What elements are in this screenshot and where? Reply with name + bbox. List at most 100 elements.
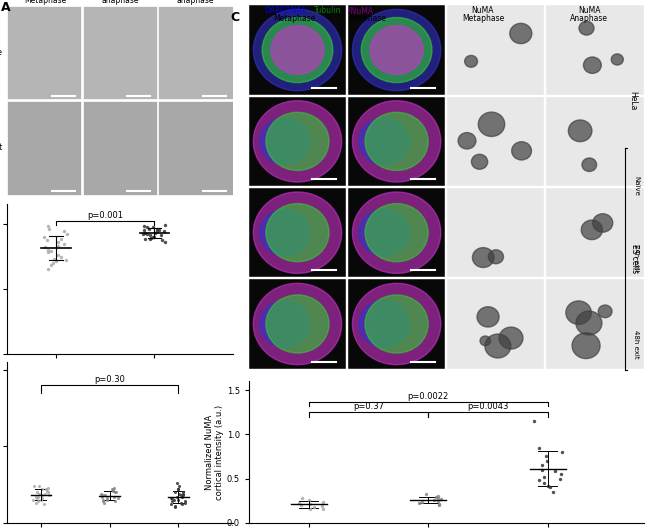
Y-axis label: Normalized NuMA
cortical intensity (a.u.): Normalized NuMA cortical intensity (a.u.… xyxy=(205,404,224,499)
Point xyxy=(58,227,69,235)
Point xyxy=(417,497,427,506)
Point xyxy=(149,232,159,241)
Circle shape xyxy=(359,210,410,256)
Point xyxy=(542,457,552,465)
Point xyxy=(305,505,315,514)
Point xyxy=(46,247,56,255)
Text: Anaphase: Anaphase xyxy=(571,14,608,23)
Circle shape xyxy=(254,101,342,182)
Point xyxy=(32,493,43,501)
Point xyxy=(318,504,328,513)
Point xyxy=(547,487,558,496)
Point xyxy=(101,496,112,504)
Circle shape xyxy=(266,112,329,171)
Circle shape xyxy=(254,10,342,91)
Point xyxy=(166,497,177,506)
Text: p=0.0022: p=0.0022 xyxy=(408,392,449,401)
Point xyxy=(42,236,53,244)
Text: NuMA: NuMA xyxy=(472,6,494,15)
Circle shape xyxy=(611,54,623,65)
Point xyxy=(112,494,123,503)
Point xyxy=(43,265,53,274)
Point xyxy=(170,503,181,512)
Circle shape xyxy=(477,307,499,327)
Point xyxy=(138,226,149,234)
Point xyxy=(32,494,42,503)
Point xyxy=(304,495,315,504)
Point xyxy=(51,257,62,266)
Circle shape xyxy=(365,295,428,353)
Point xyxy=(53,241,64,250)
Circle shape xyxy=(582,158,597,172)
Point xyxy=(177,491,188,499)
Text: Naïve: Naïve xyxy=(0,49,3,58)
Text: p=0.37: p=0.37 xyxy=(353,402,384,411)
Point xyxy=(433,496,443,505)
Point xyxy=(174,485,184,493)
Point xyxy=(151,227,162,235)
Point xyxy=(142,223,152,232)
Circle shape xyxy=(510,23,532,44)
Circle shape xyxy=(480,336,491,346)
Point xyxy=(160,221,170,229)
Point xyxy=(156,231,166,240)
Circle shape xyxy=(352,192,441,274)
Point xyxy=(556,470,567,478)
Point xyxy=(176,498,186,507)
Point xyxy=(539,479,549,487)
Point xyxy=(62,230,72,238)
Point xyxy=(169,496,179,504)
Point xyxy=(140,229,150,237)
Text: 10 min after
anaphase: 10 min after anaphase xyxy=(96,0,144,5)
Point xyxy=(107,485,117,493)
Point xyxy=(434,500,445,508)
Circle shape xyxy=(262,17,333,82)
Point xyxy=(172,479,183,487)
Text: p=0.001: p=0.001 xyxy=(87,211,123,220)
Point xyxy=(56,253,66,262)
Text: Metaphase: Metaphase xyxy=(24,0,66,5)
Circle shape xyxy=(352,101,441,182)
Point xyxy=(42,248,53,257)
Point xyxy=(96,489,107,498)
Point xyxy=(550,467,560,476)
Circle shape xyxy=(266,204,329,262)
Point xyxy=(55,235,66,243)
Point xyxy=(138,230,149,238)
Point xyxy=(109,493,120,501)
Point xyxy=(165,500,176,508)
Point xyxy=(434,501,445,510)
Point xyxy=(159,227,169,235)
Point xyxy=(38,500,49,508)
Point xyxy=(144,231,155,240)
Point xyxy=(46,261,57,269)
Point xyxy=(33,482,44,491)
Point xyxy=(37,485,47,493)
Point xyxy=(172,493,182,501)
Circle shape xyxy=(499,327,523,349)
Point xyxy=(43,222,53,230)
Circle shape xyxy=(259,301,310,347)
Point xyxy=(296,494,307,502)
Point xyxy=(98,491,109,499)
Point xyxy=(47,259,58,267)
Point xyxy=(109,497,120,506)
Text: p=0.30: p=0.30 xyxy=(94,375,125,384)
Point xyxy=(536,466,547,474)
Text: Naïve: Naïve xyxy=(633,176,639,196)
Circle shape xyxy=(359,301,410,347)
Point xyxy=(110,488,120,496)
Text: C: C xyxy=(231,11,240,24)
Circle shape xyxy=(512,142,532,160)
Point xyxy=(543,482,553,490)
Circle shape xyxy=(361,17,432,82)
Circle shape xyxy=(471,154,488,169)
Point xyxy=(44,491,54,499)
Point xyxy=(176,491,186,499)
Point xyxy=(429,495,439,504)
Circle shape xyxy=(478,112,505,136)
Circle shape xyxy=(572,333,600,359)
Point xyxy=(167,494,177,503)
Point xyxy=(537,461,547,469)
Circle shape xyxy=(271,26,324,74)
